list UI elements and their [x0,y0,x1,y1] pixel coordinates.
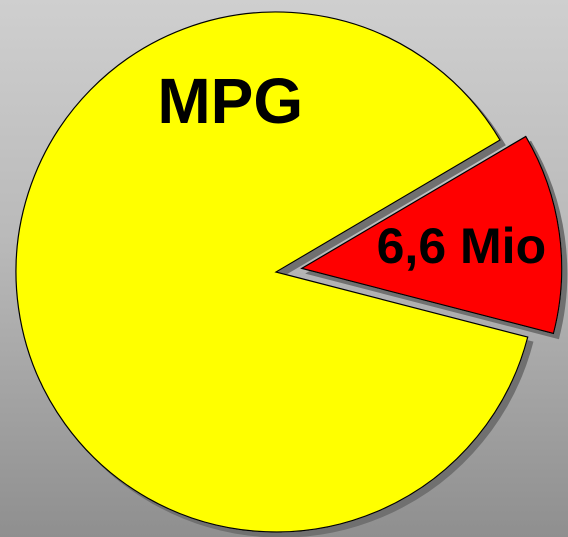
slice-label: MPG [157,65,303,137]
pie-slice-mpg [15,11,529,533]
slice-label: 6,6 Mio [377,218,546,274]
pie-slice-6-6-mio [300,135,563,335]
